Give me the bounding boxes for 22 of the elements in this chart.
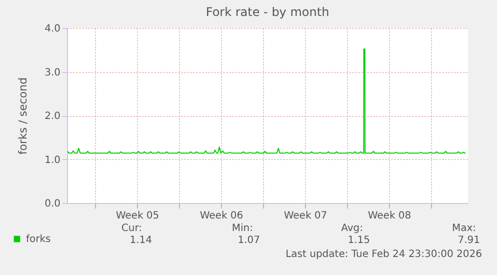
text: Avg: — [341, 223, 363, 234]
y-tick-label: 2.0 — [44, 111, 60, 122]
text: 1.14 — [130, 235, 152, 246]
text: Last update: Tue Feb 24 23:30:00 2026 — [286, 249, 482, 260]
line-series — [67, 48, 466, 154]
x-tick-label: Week 06 — [200, 210, 244, 222]
x-tick-label: Week 07 — [284, 210, 328, 222]
x-tick-label: Week 05 — [116, 210, 160, 222]
y-tick-label: 1.0 — [44, 154, 60, 166]
legend-label: forks — [26, 234, 51, 245]
text: 1.15 — [348, 235, 370, 246]
text: Cur: — [121, 223, 142, 234]
x-tick-label: Week 08 — [368, 210, 412, 222]
text: 7.91 — [458, 235, 480, 246]
text: 1.07 — [238, 235, 260, 246]
y-tick-label: 0.0 — [44, 198, 60, 210]
text: Min: — [232, 223, 253, 234]
text: Max: — [452, 223, 476, 234]
y-tick-label: 4.0 — [44, 24, 60, 34]
y-tick-label: 3.0 — [44, 67, 60, 78]
chart-title: Fork rate - by month — [206, 5, 330, 19]
y-axis-title: forks / second — [16, 77, 30, 155]
